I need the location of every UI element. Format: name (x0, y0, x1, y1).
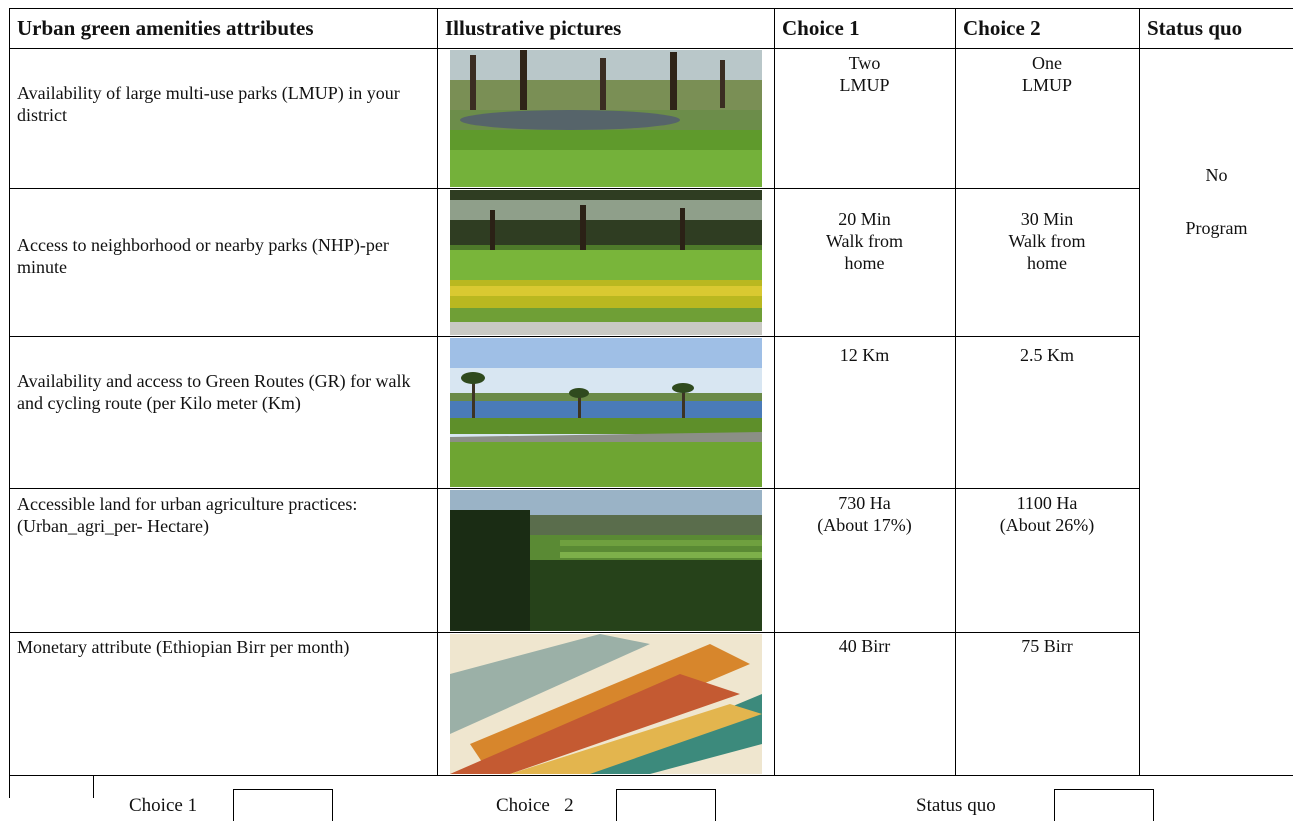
choice1-monetary: 40 Birr (838, 636, 891, 656)
header-status-quo: Status quo (1147, 15, 1243, 40)
choice1-nhp: 20 Min Walk from home (825, 209, 904, 273)
status-quo-program: Program (1185, 218, 1248, 238)
col-border-left (9, 8, 10, 798)
footer-choice1-label: Choice 1 (129, 795, 198, 816)
choice1-lmup: Two LMUP (839, 53, 890, 95)
footer-status-quo-label: Status quo (916, 795, 996, 816)
choice-card-table: Urban green amenities attributes Illustr… (9, 8, 1293, 798)
choice1-checkbox[interactable] (233, 789, 333, 821)
header-bottom-border (9, 48, 1293, 49)
urban-agriculture-photo (450, 490, 762, 631)
col-border-attr (437, 8, 438, 775)
col-border-choice1 (955, 8, 956, 775)
status-quo-no: No (1205, 165, 1228, 185)
footer-left-divider (93, 775, 94, 798)
header-attributes: Urban green amenities attributes (17, 15, 314, 40)
attribute-lmup: Availability of large multi-use parks (L… (17, 83, 400, 125)
attribute-green-routes: Availability and access to Green Routes … (17, 371, 411, 413)
choice2-urban-agriculture: 1100 Ha (About 26%) (999, 493, 1095, 535)
choice2-nhp: 30 Min Walk from home (1008, 209, 1086, 273)
row-divider-2 (9, 336, 1139, 337)
col-border-choice2 (1139, 8, 1140, 775)
attribute-nhp: Access to neighborhood or nearby parks (… (17, 235, 389, 277)
row-divider-1 (9, 188, 1139, 189)
choice1-green-routes: 12 Km (839, 345, 890, 365)
choice1-urban-agriculture: 730 Ha (About 17%) (817, 493, 912, 535)
attribute-urban-agriculture: Accessible land for urban agriculture pr… (17, 494, 358, 536)
attribute-monetary: Monetary attribute (Ethiopian Birr per m… (17, 637, 350, 657)
header-pictures: Illustrative pictures (445, 15, 622, 40)
status-quo-checkbox[interactable] (1054, 789, 1154, 821)
footer-choice2-label: Choice 2 (496, 795, 574, 816)
choice2-checkbox[interactable] (616, 789, 716, 821)
choice2-lmup: One LMUP (1021, 53, 1072, 95)
choice2-green-routes: 2.5 Km (1020, 345, 1074, 365)
header-choice1: Choice 1 (782, 15, 860, 40)
neighborhood-park-photo (450, 190, 762, 335)
row-divider-4 (9, 632, 1139, 633)
col-border-pic (774, 8, 775, 775)
table-top-border (9, 8, 1293, 9)
header-choice2: Choice 2 (963, 15, 1041, 40)
park-pond-photo (450, 50, 762, 187)
row-divider-3 (9, 488, 1139, 489)
birr-banknotes-photo (450, 634, 762, 774)
green-route-photo (450, 338, 762, 487)
choice2-monetary: 75 Birr (1021, 636, 1073, 656)
footer-top-border (9, 775, 1293, 776)
